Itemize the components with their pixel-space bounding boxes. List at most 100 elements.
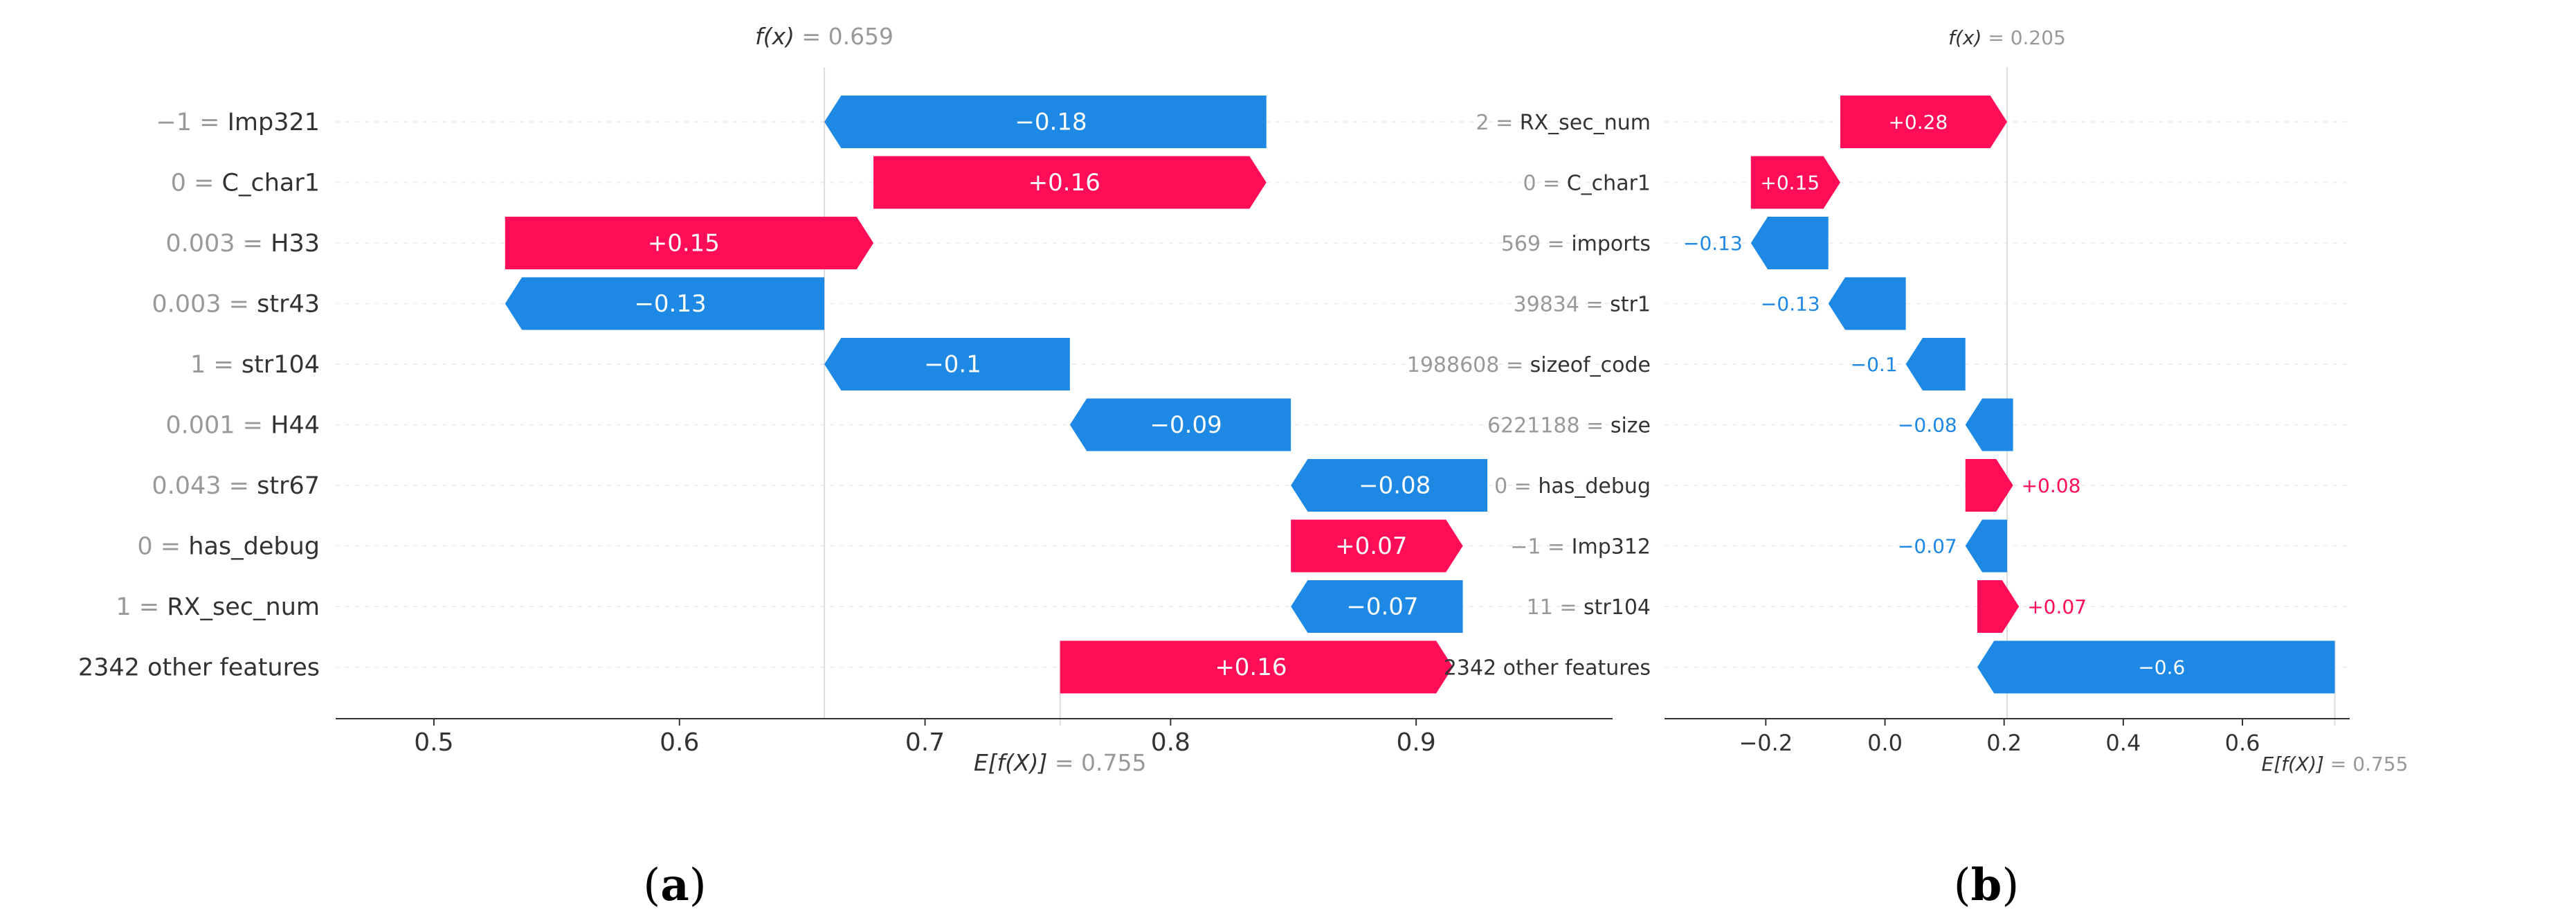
x-tick-label: −0.2 bbox=[1739, 730, 1793, 756]
waterfall-bar bbox=[1840, 96, 2007, 148]
feature-name: C_char1 bbox=[1567, 171, 1651, 195]
feature-value: 11 = bbox=[1527, 595, 1584, 620]
bar-value-label: −0.07 bbox=[1898, 535, 1957, 558]
base-value-label: E[f(X)] bbox=[2262, 753, 2330, 775]
feature-name: str104 bbox=[242, 351, 320, 379]
fx-label: f(x) bbox=[755, 23, 801, 50]
feature-name: Imp312 bbox=[1572, 535, 1651, 559]
bar-value-label: −0.13 bbox=[1761, 293, 1820, 316]
x-tick-label: 0.7 bbox=[905, 728, 945, 757]
feature-value: −1 = bbox=[156, 109, 227, 136]
waterfall-bar bbox=[1060, 640, 1453, 694]
feature-value: 1988608 = bbox=[1407, 353, 1530, 377]
feature-label: 6221188 = size bbox=[1487, 413, 1651, 438]
panel-caption: (b) bbox=[1954, 859, 2020, 911]
waterfall-bar bbox=[1905, 338, 1966, 390]
feature-label: 0 = C_char1 bbox=[1523, 171, 1651, 195]
feature-name: str67 bbox=[257, 472, 320, 500]
waterfall-bar bbox=[505, 217, 874, 269]
feature-name: RX_sec_num bbox=[167, 593, 320, 621]
waterfall-bar bbox=[1977, 640, 2335, 694]
feature-name: Imp321 bbox=[228, 109, 320, 136]
feature-value: 0.003 = bbox=[165, 230, 271, 258]
feature-label: 2342 other features bbox=[1444, 656, 1651, 680]
feature-label: 1 = RX_sec_num bbox=[116, 593, 320, 621]
bar-value-label: −0.13 bbox=[1683, 232, 1743, 255]
bar-value-label: +0.16 bbox=[1028, 169, 1100, 197]
base-value-value: = 0.755 bbox=[2330, 753, 2409, 775]
x-tick-label: 0.2 bbox=[1986, 730, 2022, 756]
feature-name: C_char1 bbox=[222, 170, 320, 197]
waterfall-bar bbox=[1965, 519, 2007, 573]
waterfall-bar bbox=[1977, 580, 2020, 633]
feature-label: 11 = str104 bbox=[1527, 595, 1651, 620]
bar-value-label: +0.28 bbox=[1888, 111, 1948, 134]
x-tick-label: 0.0 bbox=[1867, 730, 1903, 756]
x-tick-label: 0.6 bbox=[2225, 730, 2260, 756]
feature-name: str104 bbox=[1584, 595, 1651, 620]
feature-value: 0 = bbox=[1523, 171, 1566, 195]
feature-name: str1 bbox=[1610, 292, 1651, 316]
feature-label: 0.003 = H33 bbox=[165, 230, 320, 258]
feature-label: 0 = has_debug bbox=[1494, 474, 1651, 499]
feature-value: 0 = bbox=[137, 533, 188, 561]
bar-value-label: −0.07 bbox=[1346, 593, 1418, 621]
x-tick-label: 0.4 bbox=[2105, 730, 2141, 756]
feature-label: 0.003 = str43 bbox=[152, 291, 320, 318]
feature-label: 0 = has_debug bbox=[137, 533, 320, 561]
feature-label: 1988608 = sizeof_code bbox=[1407, 353, 1651, 377]
feature-name: 2342 other features bbox=[1444, 656, 1651, 680]
feature-label: 0.001 = H44 bbox=[165, 412, 320, 440]
feature-label: 1 = str104 bbox=[190, 351, 320, 379]
feature-value: 0.003 = bbox=[152, 291, 257, 318]
waterfall-bar bbox=[1750, 156, 1840, 209]
bar-value-label: −0.13 bbox=[634, 290, 706, 318]
feature-value: 0 = bbox=[171, 170, 222, 197]
feature-value: 569 = bbox=[1501, 232, 1571, 256]
feature-label: 2 = RX_sec_num bbox=[1476, 111, 1651, 135]
bar-value-label: −0.6 bbox=[2138, 656, 2185, 679]
waterfall-bar bbox=[1750, 217, 1829, 269]
fx-value: = 0.205 bbox=[1988, 26, 2066, 49]
bar-value-label: +0.16 bbox=[1215, 654, 1287, 681]
feature-name: 2342 other features bbox=[78, 654, 320, 682]
feature-value: 0.043 = bbox=[152, 472, 257, 500]
feature-value: 6221188 = bbox=[1487, 413, 1611, 438]
feature-name: RX_sec_num bbox=[1520, 111, 1651, 135]
feature-name: sizeof_code bbox=[1530, 353, 1651, 377]
fx-annotation: f(x) = 0.659 bbox=[755, 23, 894, 50]
x-tick-label: 0.6 bbox=[660, 728, 699, 757]
panel-caption: (a) bbox=[643, 859, 706, 911]
bar-value-label: +0.07 bbox=[1335, 532, 1407, 560]
bar-value-label: +0.07 bbox=[2027, 595, 2087, 618]
x-tick-label: 0.8 bbox=[1151, 728, 1190, 757]
feature-value: 0 = bbox=[1494, 474, 1538, 499]
base-value-label: E[f(X)] bbox=[974, 749, 1055, 776]
feature-value: 2 = bbox=[1476, 111, 1519, 135]
feature-name: imports bbox=[1571, 232, 1651, 256]
fx-annotation: f(x) = 0.205 bbox=[1948, 26, 2066, 49]
base-value-annotation: E[f(X)] = 0.755 bbox=[974, 749, 1147, 776]
feature-name: H44 bbox=[271, 412, 320, 440]
feature-value: 0.001 = bbox=[165, 412, 271, 440]
bar-value-label: −0.09 bbox=[1150, 411, 1222, 439]
waterfall-bar bbox=[1291, 580, 1463, 633]
bar-value-label: −0.1 bbox=[924, 351, 981, 379]
feature-name: has_debug bbox=[1538, 474, 1651, 499]
waterfall-panel-b: +0.282 = RX_sec_num+0.150 = C_char1−0.13… bbox=[1407, 26, 2409, 911]
waterfall-bar bbox=[505, 277, 825, 330]
bar-value-label: −0.08 bbox=[1359, 472, 1431, 500]
fx-value: = 0.659 bbox=[801, 23, 894, 50]
fx-label: f(x) bbox=[1948, 26, 1988, 49]
waterfall-panel-a: −0.18 −1 = Imp321 +0.16 0 = C_char1 +0.15 0.0… bbox=[78, 23, 1613, 911]
waterfall-bar bbox=[824, 96, 1267, 148]
waterfall-bar bbox=[873, 156, 1267, 209]
feature-label: 569 = imports bbox=[1501, 232, 1651, 256]
feature-value: 1 = bbox=[190, 351, 242, 379]
feature-name: H33 bbox=[271, 230, 320, 258]
feature-name: size bbox=[1611, 413, 1651, 438]
feature-label: 0.043 = str67 bbox=[152, 472, 320, 500]
feature-label: −1 = Imp312 bbox=[1510, 535, 1651, 559]
feature-label: 39834 = str1 bbox=[1514, 292, 1651, 316]
